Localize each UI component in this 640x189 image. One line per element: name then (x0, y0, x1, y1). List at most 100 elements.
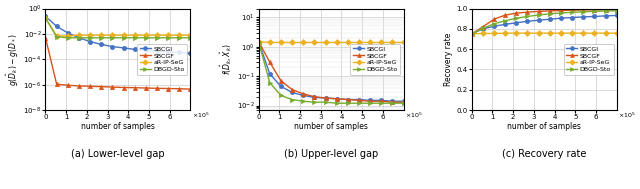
SBCGI (468, 33, 476, 35)
DBGD-Sto (490, 23, 498, 25)
SBCGI (366, 99, 374, 101)
aR-IP-SeG (602, 32, 609, 34)
SBCGF (344, 98, 351, 101)
SBCGF (175, 88, 183, 90)
Text: $\times10^5$: $\times10^5$ (618, 111, 636, 120)
aR-IP-SeG (288, 41, 296, 44)
SBCGF (355, 99, 363, 101)
DBGD-Sto (164, 37, 172, 39)
SBCGI (378, 99, 385, 101)
SBCGF (468, 33, 476, 35)
SBCGI (109, 46, 116, 48)
SBCGI (535, 19, 543, 21)
SBCGI (255, 40, 262, 43)
Line: aR-IP-SeG: aR-IP-SeG (44, 16, 193, 38)
aR-IP-SeG (277, 41, 285, 44)
aR-IP-SeG (86, 34, 94, 36)
X-axis label: number of samples: number of samples (508, 122, 581, 131)
SBCGI (602, 15, 609, 17)
SBCGI (344, 98, 351, 101)
DBGD-Sto (97, 37, 105, 39)
aR-IP-SeG (613, 32, 621, 34)
SBCGI (490, 25, 498, 27)
Text: $\times10^5$: $\times10^5$ (192, 111, 210, 120)
aR-IP-SeG (97, 34, 105, 36)
SBCGF (277, 80, 285, 82)
DBGD-Sto (120, 37, 127, 39)
Y-axis label: $f(\hat{D}_k, \hat{X}_k)$: $f(\hat{D}_k, \hat{X}_k)$ (218, 43, 234, 75)
DBGD-Sto (109, 37, 116, 39)
aR-IP-SeG (255, 40, 262, 43)
DBGD-Sto (546, 13, 554, 15)
X-axis label: number of samples: number of samples (294, 122, 368, 131)
SBCGI (175, 51, 183, 53)
SBCGF (266, 61, 273, 63)
SBCGF (164, 87, 172, 90)
SBCGI (557, 17, 564, 19)
aR-IP-SeG (164, 34, 172, 36)
SBCGF (490, 18, 498, 20)
SBCGF (613, 9, 621, 11)
aR-IP-SeG (300, 41, 307, 44)
aR-IP-SeG (388, 41, 396, 44)
DBGD-Sto (255, 40, 262, 43)
SBCGI (300, 94, 307, 97)
SBCGF (120, 86, 127, 89)
Legend: SBCGI, SBCGF, aR-IP-SeG, DBGD-Sto: SBCGI, SBCGF, aR-IP-SeG, DBGD-Sto (138, 44, 188, 75)
aR-IP-SeG (64, 35, 72, 37)
aR-IP-SeG (591, 32, 598, 34)
DBGD-Sto (557, 12, 564, 14)
SBCGF (109, 86, 116, 88)
DBGD-Sto (153, 37, 161, 39)
aR-IP-SeG (513, 32, 520, 34)
DBGD-Sto (64, 37, 72, 39)
SBCGI (501, 23, 509, 26)
aR-IP-SeG (568, 32, 576, 34)
aR-IP-SeG (546, 32, 554, 34)
SBCGI (97, 43, 105, 46)
SBCGI (322, 97, 330, 99)
aR-IP-SeG (557, 32, 564, 34)
aR-IP-SeG (579, 32, 587, 34)
aR-IP-SeG (109, 34, 116, 36)
aR-IP-SeG (400, 41, 408, 44)
SBCGF (400, 101, 408, 103)
Text: (c) Recovery rate: (c) Recovery rate (502, 149, 586, 159)
SBCGI (75, 37, 83, 39)
SBCGI (86, 40, 94, 43)
DBGD-Sto (378, 102, 385, 104)
aR-IP-SeG (75, 34, 83, 36)
aR-IP-SeG (535, 32, 543, 34)
Line: SBCGF: SBCGF (257, 40, 406, 104)
SBCGI (266, 73, 273, 75)
SBCGI (546, 18, 554, 20)
Line: SBCGF: SBCGF (470, 8, 619, 36)
aR-IP-SeG (490, 32, 498, 35)
SBCGF (75, 85, 83, 87)
Text: (b) Upper-level gap: (b) Upper-level gap (284, 149, 378, 159)
SBCGI (53, 25, 61, 27)
SBCGI (591, 15, 598, 18)
SBCGF (479, 26, 486, 28)
DBGD-Sto (53, 36, 61, 38)
SBCGI (388, 100, 396, 102)
SBCGF (602, 9, 609, 11)
Y-axis label: $g(\hat{D}_k) - g(D_*)$: $g(\hat{D}_k) - g(D_*)$ (4, 33, 20, 86)
SBCGI (579, 16, 587, 18)
DBGD-Sto (175, 37, 183, 39)
SBCGF (255, 40, 262, 43)
SBCGI (153, 50, 161, 52)
DBGD-Sto (388, 102, 396, 104)
aR-IP-SeG (187, 34, 195, 36)
Line: aR-IP-SeG: aR-IP-SeG (257, 40, 406, 45)
SBCGF (300, 93, 307, 95)
DBGD-Sto (613, 10, 621, 12)
SBCGI (187, 52, 195, 54)
Legend: SBCGI, SBCGF, aR-IP-SeG, DBGD-Sto: SBCGI, SBCGF, aR-IP-SeG, DBGD-Sto (351, 44, 401, 75)
DBGD-Sto (86, 37, 94, 39)
SBCGF (288, 88, 296, 91)
DBGD-Sto (300, 100, 307, 102)
SBCGF (524, 11, 531, 13)
Line: aR-IP-SeG: aR-IP-SeG (470, 31, 619, 36)
Text: (a) Lower-level gap: (a) Lower-level gap (71, 149, 165, 159)
